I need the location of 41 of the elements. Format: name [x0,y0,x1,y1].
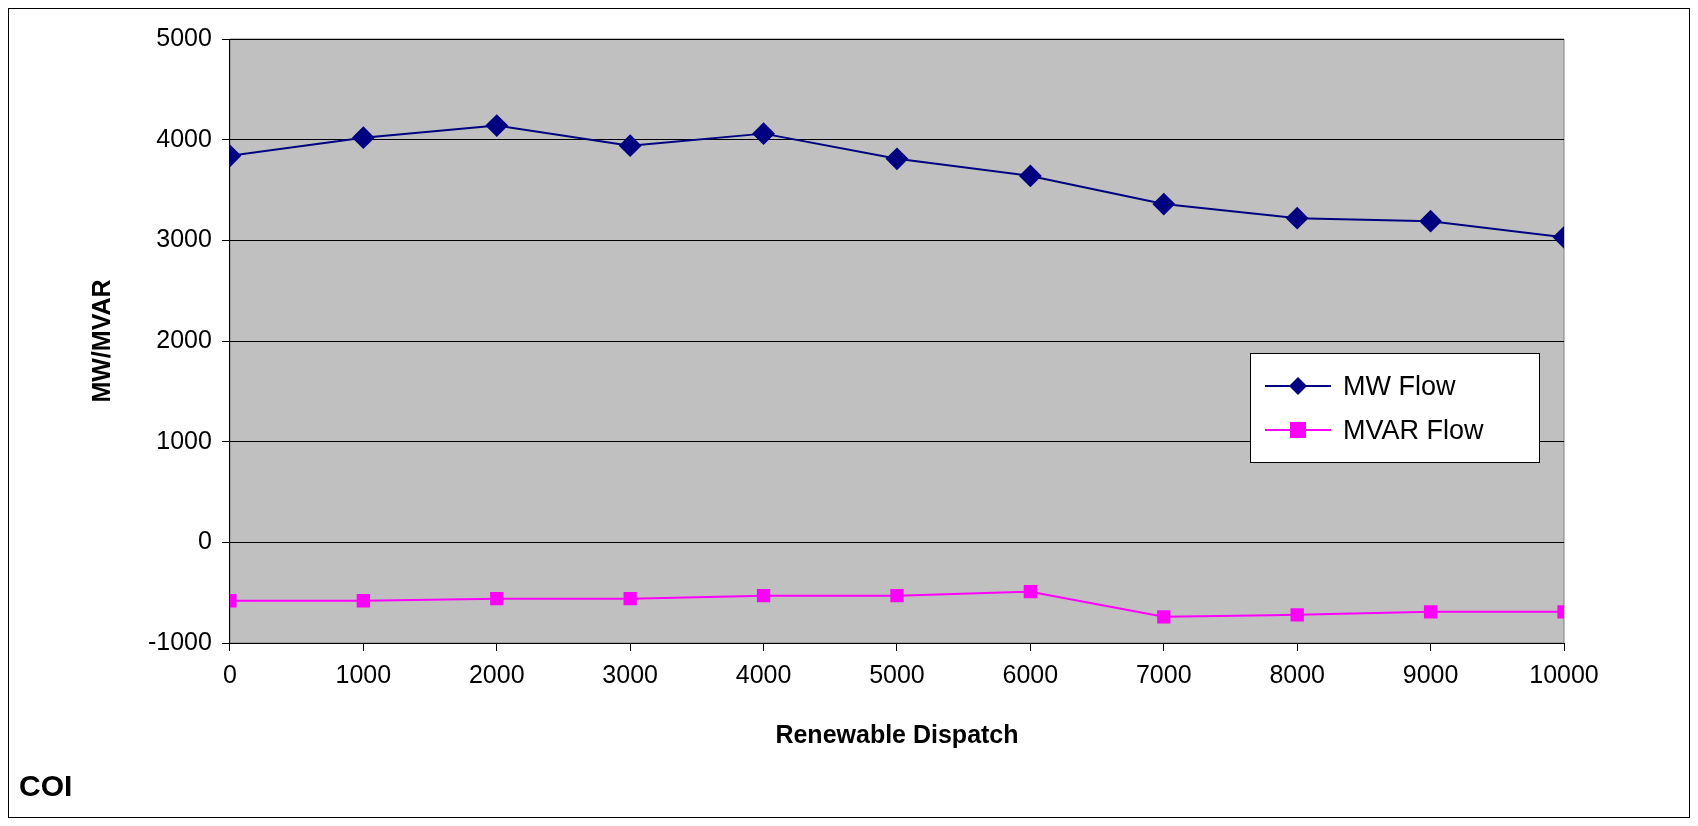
point [756,589,771,603]
point [1157,610,1171,624]
x-axis-title: Renewable Dispatch [775,719,1019,748]
point [885,147,908,170]
text: COI [19,769,73,803]
legend-label: MVAR Flow [1343,414,1484,448]
x-tick-label: 2000 [468,659,525,688]
x-tick-label: 10000 [1529,659,1599,688]
point [1423,605,1438,619]
x-tick-label: 1000 [335,659,392,688]
point [490,592,504,606]
x-tick-label: 3000 [602,659,658,688]
x-tick-label: 7000 [1135,659,1192,688]
x-tick-label: 4000 [735,659,792,688]
point [352,126,375,149]
y-tick-label: 4000 [156,123,212,152]
y-axis-title: MW/MVAR [86,279,115,403]
y-tick-label: 5000 [156,22,212,51]
x-tick-label: 5000 [869,659,925,688]
point [1023,585,1038,599]
point [1290,608,1304,622]
point [752,122,775,145]
point [619,134,642,157]
y-tick-label: -1000 [147,626,212,655]
legend-label: MW Flow [1343,370,1456,404]
point [1019,164,1042,187]
x-tick-label: 8000 [1269,659,1325,688]
x-tick-label: 6000 [1002,659,1059,688]
point [890,589,904,603]
y-tick-label: 0 [198,526,212,555]
y-tick-label: 1000 [156,425,212,454]
point [1286,207,1309,230]
y-tick-label: 2000 [156,324,212,353]
point [1419,210,1442,233]
x-tick-label: 0 [222,659,237,688]
point [485,114,508,137]
x-tick-label: 9000 [1402,659,1459,688]
point [623,592,637,606]
y-tick-label: 3000 [156,224,212,253]
point [356,594,370,608]
point [1152,193,1175,216]
